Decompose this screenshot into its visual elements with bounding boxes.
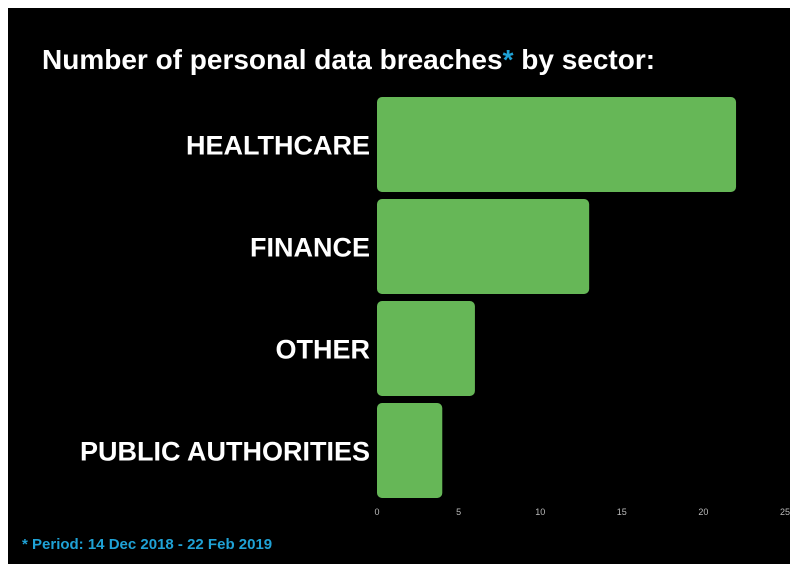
x-tick-label: 10 — [535, 507, 545, 517]
bar-chart: HEALTHCARE FINANCE OTHER PUBLIC AUTHORITIES… — [80, 97, 790, 517]
chart-frame: Number of personal data breaches* by sec… — [8, 8, 790, 564]
x-tick-label: 25 — [780, 507, 790, 517]
chart-title-main: Number of personal data breaches — [42, 44, 503, 75]
category-labels: HEALTHCARE FINANCE OTHER PUBLIC AUTHORITIES — [80, 131, 370, 467]
x-tick-label: 20 — [698, 507, 708, 517]
x-tick-label: 15 — [617, 507, 627, 517]
bars-layer — [377, 97, 737, 498]
bar-public-authorities — [377, 403, 443, 498]
x-axis-ticks: 0 5 10 15 20 25 — [374, 507, 790, 517]
period-footnote: * Period: 14 Dec 2018 - 22 Feb 2019 — [22, 536, 273, 553]
category-label-healthcare: HEALTHCARE — [186, 131, 370, 161]
chart-title-suffix: by sector: — [513, 44, 656, 75]
x-tick-label: 0 — [374, 507, 379, 517]
x-tick-label: 5 — [456, 507, 461, 517]
category-label-finance: FINANCE — [250, 233, 370, 263]
chart-title-asterisk: * — [502, 44, 514, 75]
chart-title: Number of personal data breaches* by sec… — [42, 44, 655, 76]
bar-healthcare — [377, 97, 737, 192]
category-label-public-authorities: PUBLIC AUTHORITIES — [80, 437, 370, 467]
bar-other — [377, 301, 475, 396]
category-label-other: OTHER — [276, 335, 371, 365]
bar-finance — [377, 199, 590, 294]
